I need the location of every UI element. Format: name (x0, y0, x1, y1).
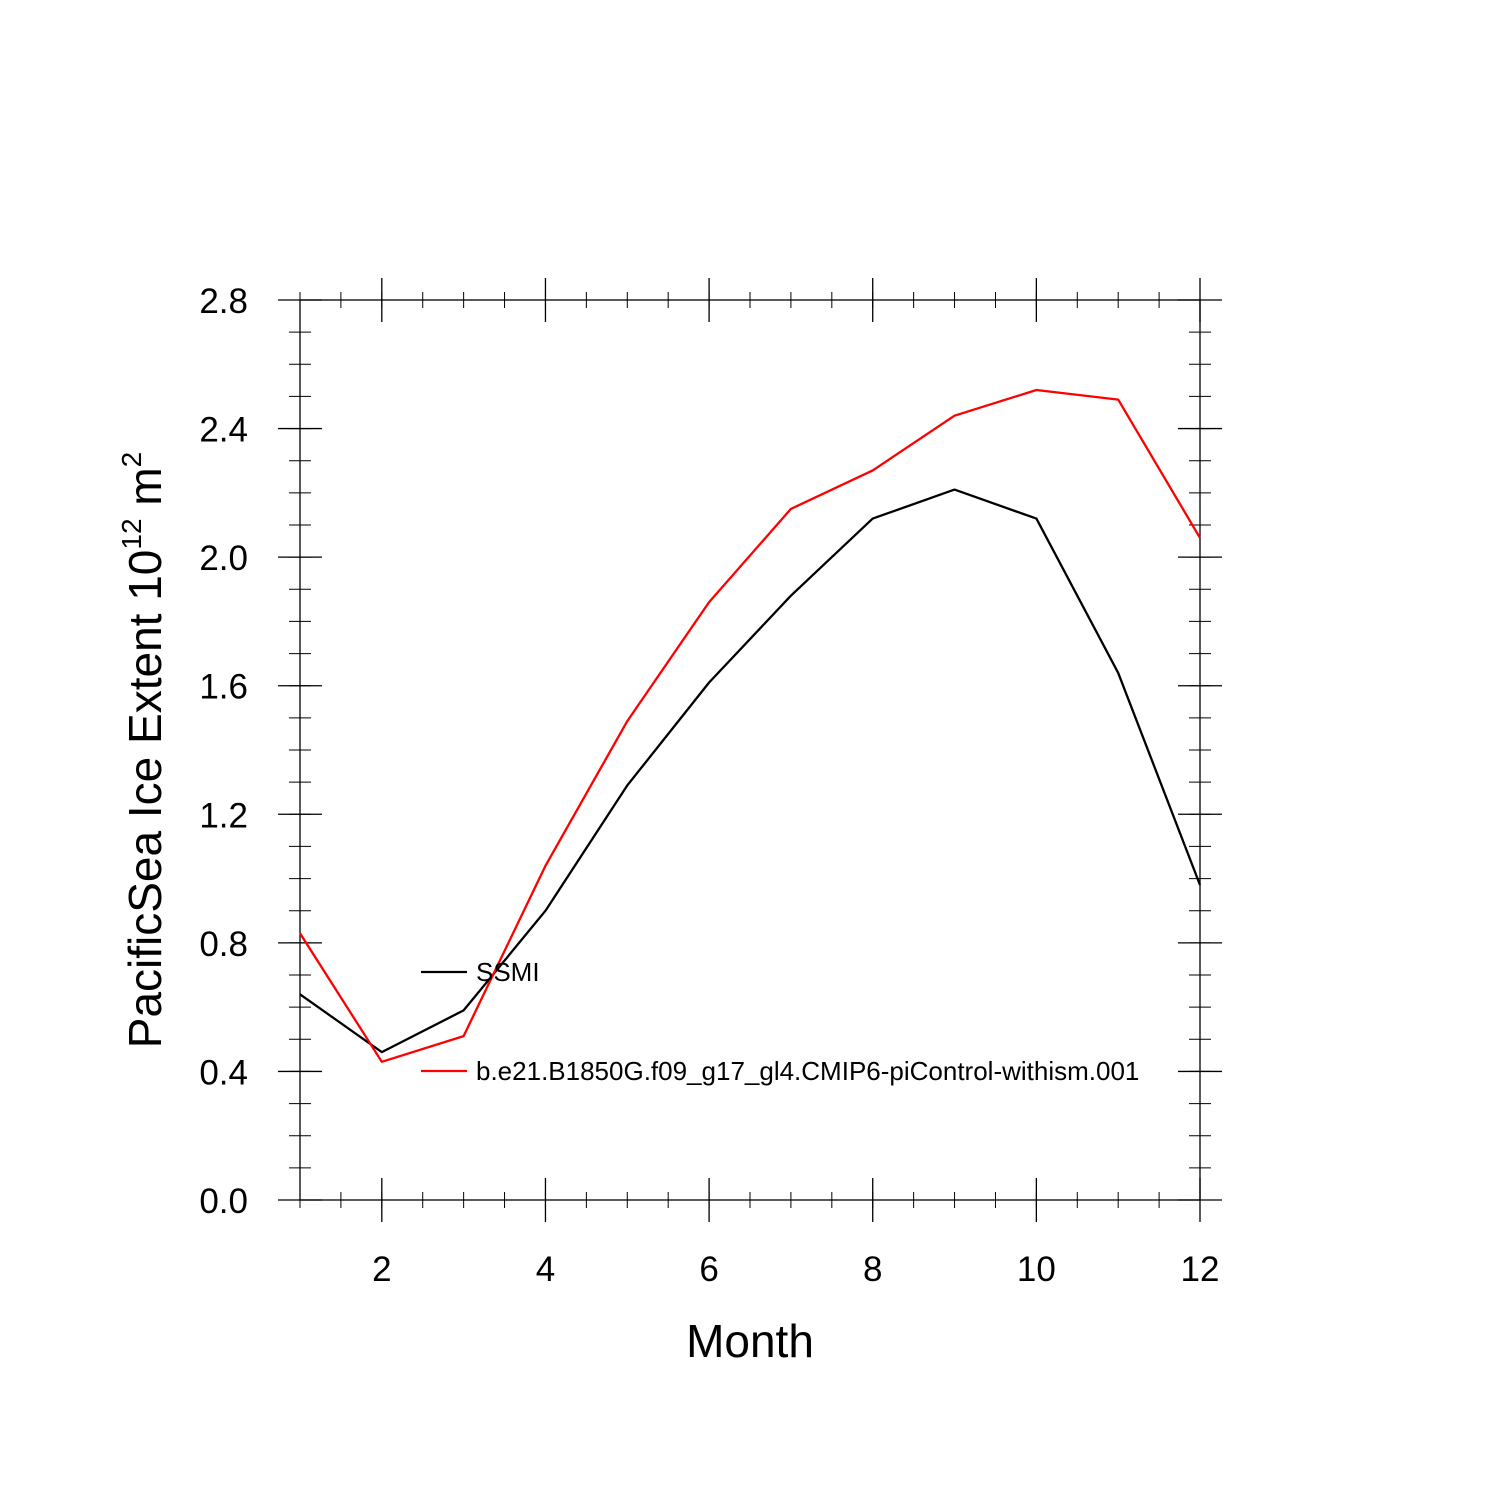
major-ticks (278, 278, 1222, 1222)
y-axis-title-unit-exponent: 2 (116, 452, 147, 468)
legend-label: SSMI (476, 957, 540, 987)
y-tick-label: 1.6 (199, 668, 248, 707)
legend: SSMI b.e21.B1850G.f09_g17_gl4.CMIP6-piCon… (421, 957, 1139, 1086)
x-tick-label: 10 (1017, 1250, 1056, 1289)
tick-labels: 2 4 6 8 10 12 0.0 0.4 0.8 1.2 1.6 2.0 2.4 2.8 (199, 282, 1219, 1289)
x-tick-label: 4 (536, 1250, 555, 1289)
y-tick-label: 2.0 (199, 539, 248, 578)
y-tick-label: 1.2 (199, 796, 248, 835)
y-axis-title: PacificSea Ice Extent 1012 m2 (116, 452, 171, 1048)
y-tick-label: 0.0 (199, 1182, 248, 1221)
series-lines (299, 388, 1202, 1063)
series-line-model (299, 388, 1201, 1063)
x-tick-label: 12 (1181, 1250, 1220, 1289)
y-axis-title-main: PacificSea Ice Extent 10 (119, 550, 171, 1049)
series-line-ssmi (299, 488, 1202, 1054)
y-axis-title-unit: m (119, 467, 171, 518)
legend-label: b.e21.B1850G.f09_g17_gl4.CMIP6-piControl… (476, 1056, 1139, 1086)
y-tick-label: 2.4 (199, 411, 248, 450)
x-axis-title: Month (686, 1315, 814, 1367)
y-tick-label: 2.8 (199, 282, 248, 321)
y-tick-label: 0.4 (199, 1053, 248, 1092)
y-tick-label: 0.8 (199, 925, 248, 964)
x-tick-label: 2 (372, 1250, 391, 1289)
x-tick-label: 8 (863, 1250, 882, 1289)
x-tick-label: 6 (699, 1250, 718, 1289)
y-axis-title-exponent: 12 (116, 518, 147, 549)
svg-text:PacificSea Ice Extent 1012 m2: PacificSea Ice Extent 1012 m2 (116, 452, 171, 1048)
